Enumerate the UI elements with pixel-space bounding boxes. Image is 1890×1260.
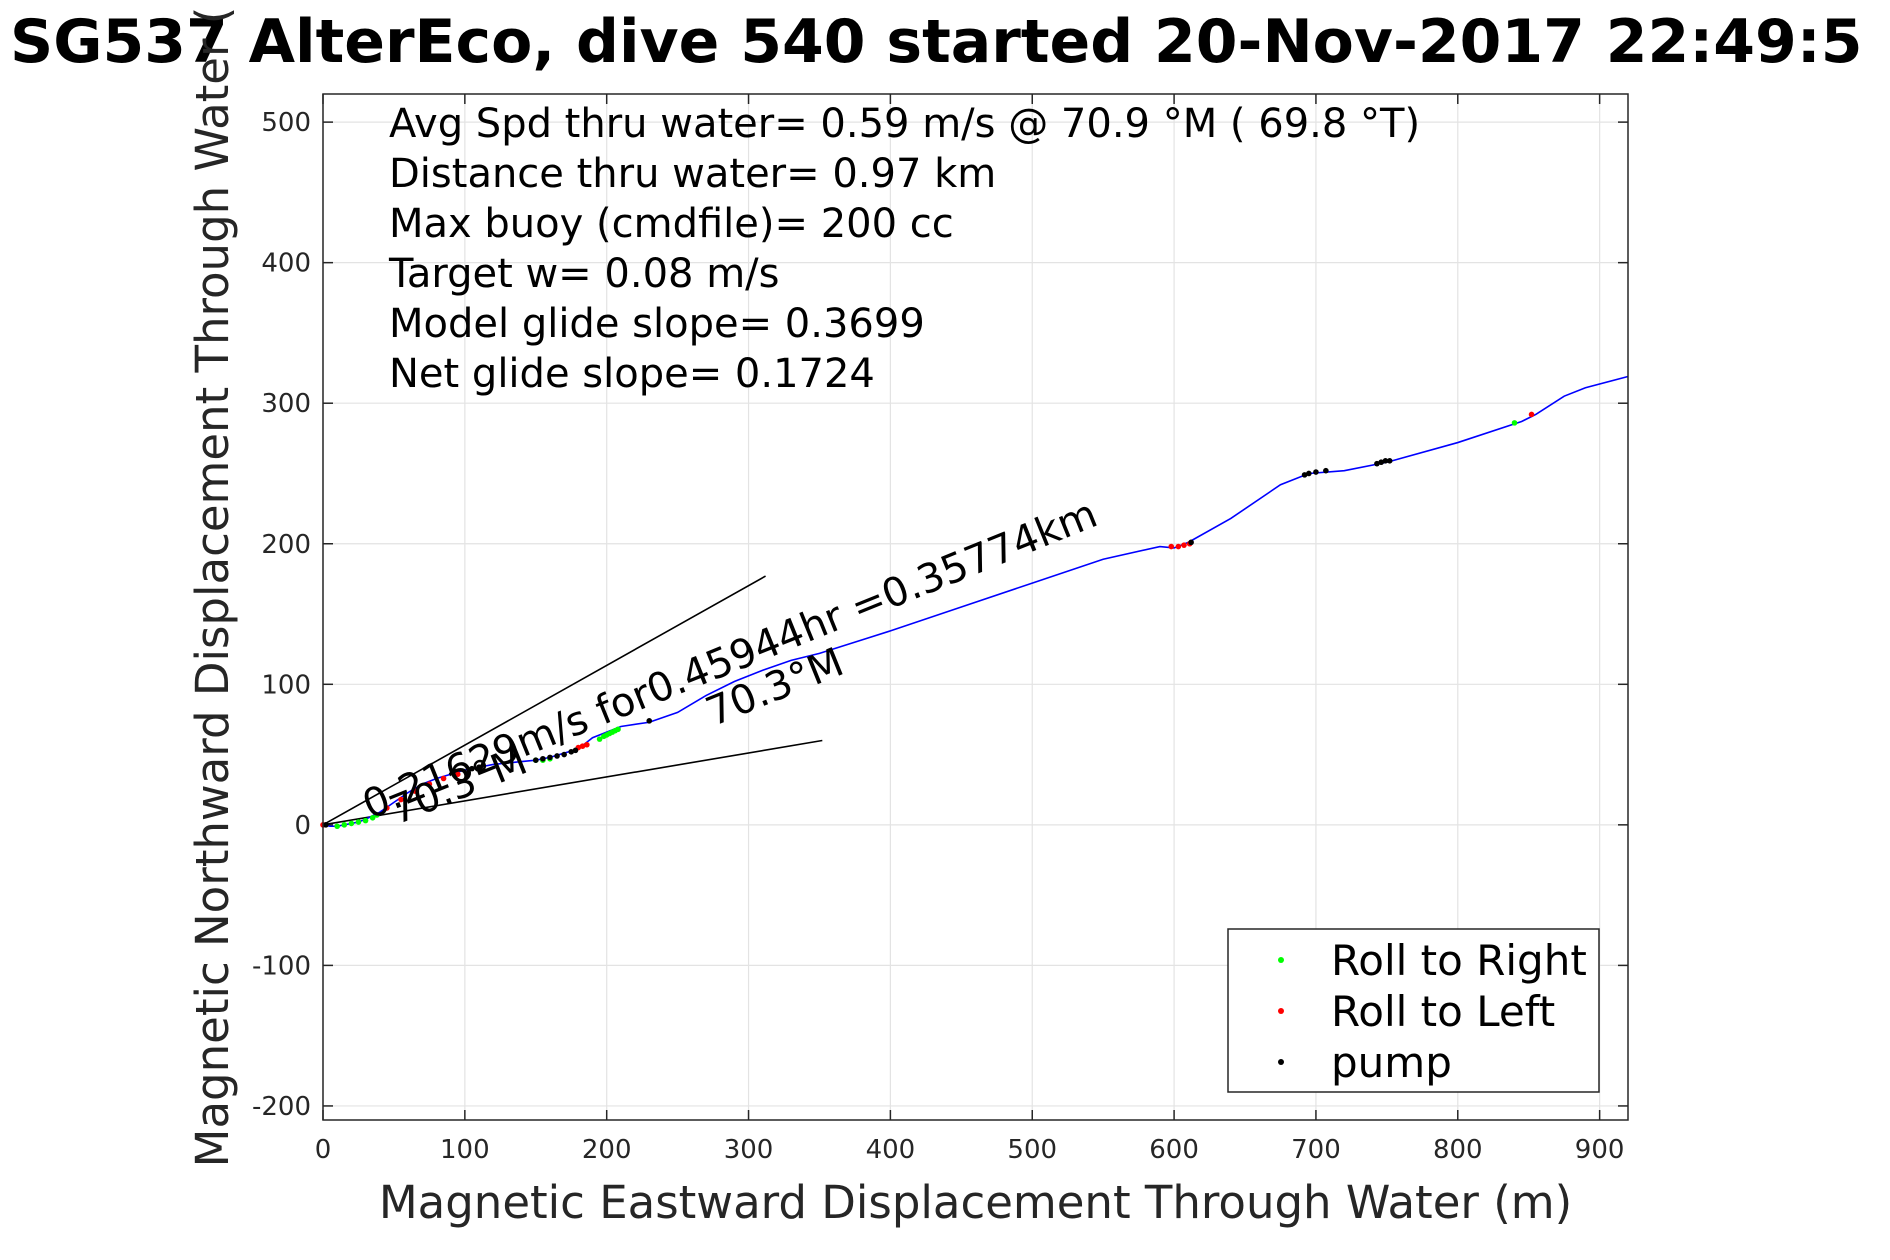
x-tick-label: 600 <box>1149 1135 1199 1165</box>
roll-to-right-marker <box>1511 420 1518 426</box>
pump-marker <box>1313 469 1319 475</box>
roll-to-left-marker <box>440 775 447 782</box>
pump-marker <box>561 751 567 758</box>
legend-label-roll-to-right: Roll to Right <box>1331 936 1587 985</box>
pump-marker <box>532 757 539 763</box>
chart-title: SG537 AlterEco, dive 540 started 20-Nov-… <box>10 7 1863 77</box>
pump-marker <box>1301 472 1308 478</box>
plot-area: 0.21629m/s for0.45944hr =0.35774km70.3°M… <box>320 93 1629 1121</box>
roll-to-left-marker <box>1528 411 1535 418</box>
y-tick-label: -200 <box>252 1092 311 1122</box>
roll-to-left-marker <box>412 788 419 794</box>
legend-box <box>1227 928 1600 1093</box>
event-markers <box>320 411 1535 830</box>
x-tick-label: 800 <box>1433 1135 1483 1165</box>
legend-marker-pump <box>1278 1059 1284 1065</box>
stat-line: Net glide slope= 0.1724 <box>389 351 875 397</box>
heading-lines <box>322 575 823 826</box>
pump-marker <box>572 747 579 754</box>
y-tick-label: -100 <box>252 951 311 981</box>
roll-to-right-marker <box>355 819 362 825</box>
y-tick-label: 200 <box>261 530 311 560</box>
stat-line: Avg Spd thru water= 0.59 m/s @ 70.9 °M (… <box>389 101 1420 147</box>
roll-to-right-marker <box>362 817 369 824</box>
legend-label-roll-to-left: Roll to Left <box>1331 987 1555 1036</box>
heading-line <box>322 575 766 826</box>
roll-to-left-marker <box>1168 543 1175 550</box>
pump-marker <box>540 755 546 762</box>
x-axis-label: Magnetic Eastward Displacement Through W… <box>379 1176 1572 1229</box>
roll-to-left-marker <box>454 771 461 778</box>
dive-stats: Avg Spd thru water= 0.59 m/s @ 70.9 °M (… <box>388 101 1420 397</box>
axes-box <box>322 93 1629 1121</box>
x-tick-label: 700 <box>1291 1135 1341 1165</box>
pump-marker <box>323 822 329 828</box>
roll-to-left-marker <box>398 796 404 803</box>
pump-marker <box>1188 539 1194 546</box>
legend-marker-roll-to-left <box>1278 1008 1284 1014</box>
roll-to-right-marker <box>374 812 380 818</box>
y-tick-label: 300 <box>261 389 311 419</box>
pump-marker <box>469 765 475 772</box>
stat-line: Model glide slope= 0.3699 <box>389 301 925 347</box>
x-tick-label: 500 <box>1007 1135 1057 1165</box>
y-tick-label: 400 <box>261 249 311 279</box>
roll-to-left-marker <box>584 741 590 748</box>
x-tick-label: 300 <box>724 1135 774 1165</box>
pump-marker <box>476 764 482 771</box>
heading-line <box>322 739 823 826</box>
x-tick-label: 0 <box>315 1135 332 1165</box>
pump-marker <box>568 748 575 755</box>
roll-to-right-marker <box>369 815 376 821</box>
pump-marker <box>646 718 653 724</box>
x-tick-label: 100 <box>440 1135 490 1165</box>
x-tick-label: 400 <box>866 1135 916 1165</box>
pump-marker <box>1323 467 1329 474</box>
stat-line: Target w= 0.08 m/s <box>388 251 779 297</box>
y-tick-label: 100 <box>261 670 311 700</box>
roll-to-right-marker <box>334 823 340 830</box>
pump-marker <box>1306 470 1312 477</box>
y-axis-label: Magnetic Northward Displacement Through … <box>186 7 239 1168</box>
legend-label-pump: pump <box>1331 1038 1452 1087</box>
roll-to-right-marker <box>341 822 348 828</box>
pump-marker <box>1382 458 1389 464</box>
roll-to-right-marker <box>348 820 355 827</box>
pump-marker <box>1374 460 1380 467</box>
roll-to-left-marker <box>426 781 433 787</box>
roll-to-left-marker <box>1181 542 1187 548</box>
legend-marker-roll-to-right <box>1278 957 1284 963</box>
x-tick-label: 200 <box>582 1135 632 1165</box>
tick-labels: 0 100 200 300 400 500 600 700 800 900 -200 -100 0 100… <box>252 108 1624 1165</box>
stat-line: Distance thru water= 0.97 km <box>389 151 996 197</box>
roll-to-right-marker <box>615 726 621 733</box>
y-tick-label: 0 <box>294 811 311 841</box>
pump-marker <box>1378 459 1384 466</box>
pump-marker <box>547 754 553 761</box>
roll-to-left-marker <box>384 805 390 811</box>
stat-line: Max buoy (cmdfile)= 200 cc <box>389 201 954 247</box>
roll-to-right-marker <box>596 736 603 742</box>
pump-marker <box>1386 458 1393 464</box>
roll-to-left-marker <box>579 743 586 749</box>
x-tick-label: 900 <box>1575 1135 1625 1165</box>
roll-to-left-marker <box>1175 543 1182 550</box>
y-tick-label: 500 <box>261 108 311 138</box>
pump-marker <box>554 753 560 759</box>
